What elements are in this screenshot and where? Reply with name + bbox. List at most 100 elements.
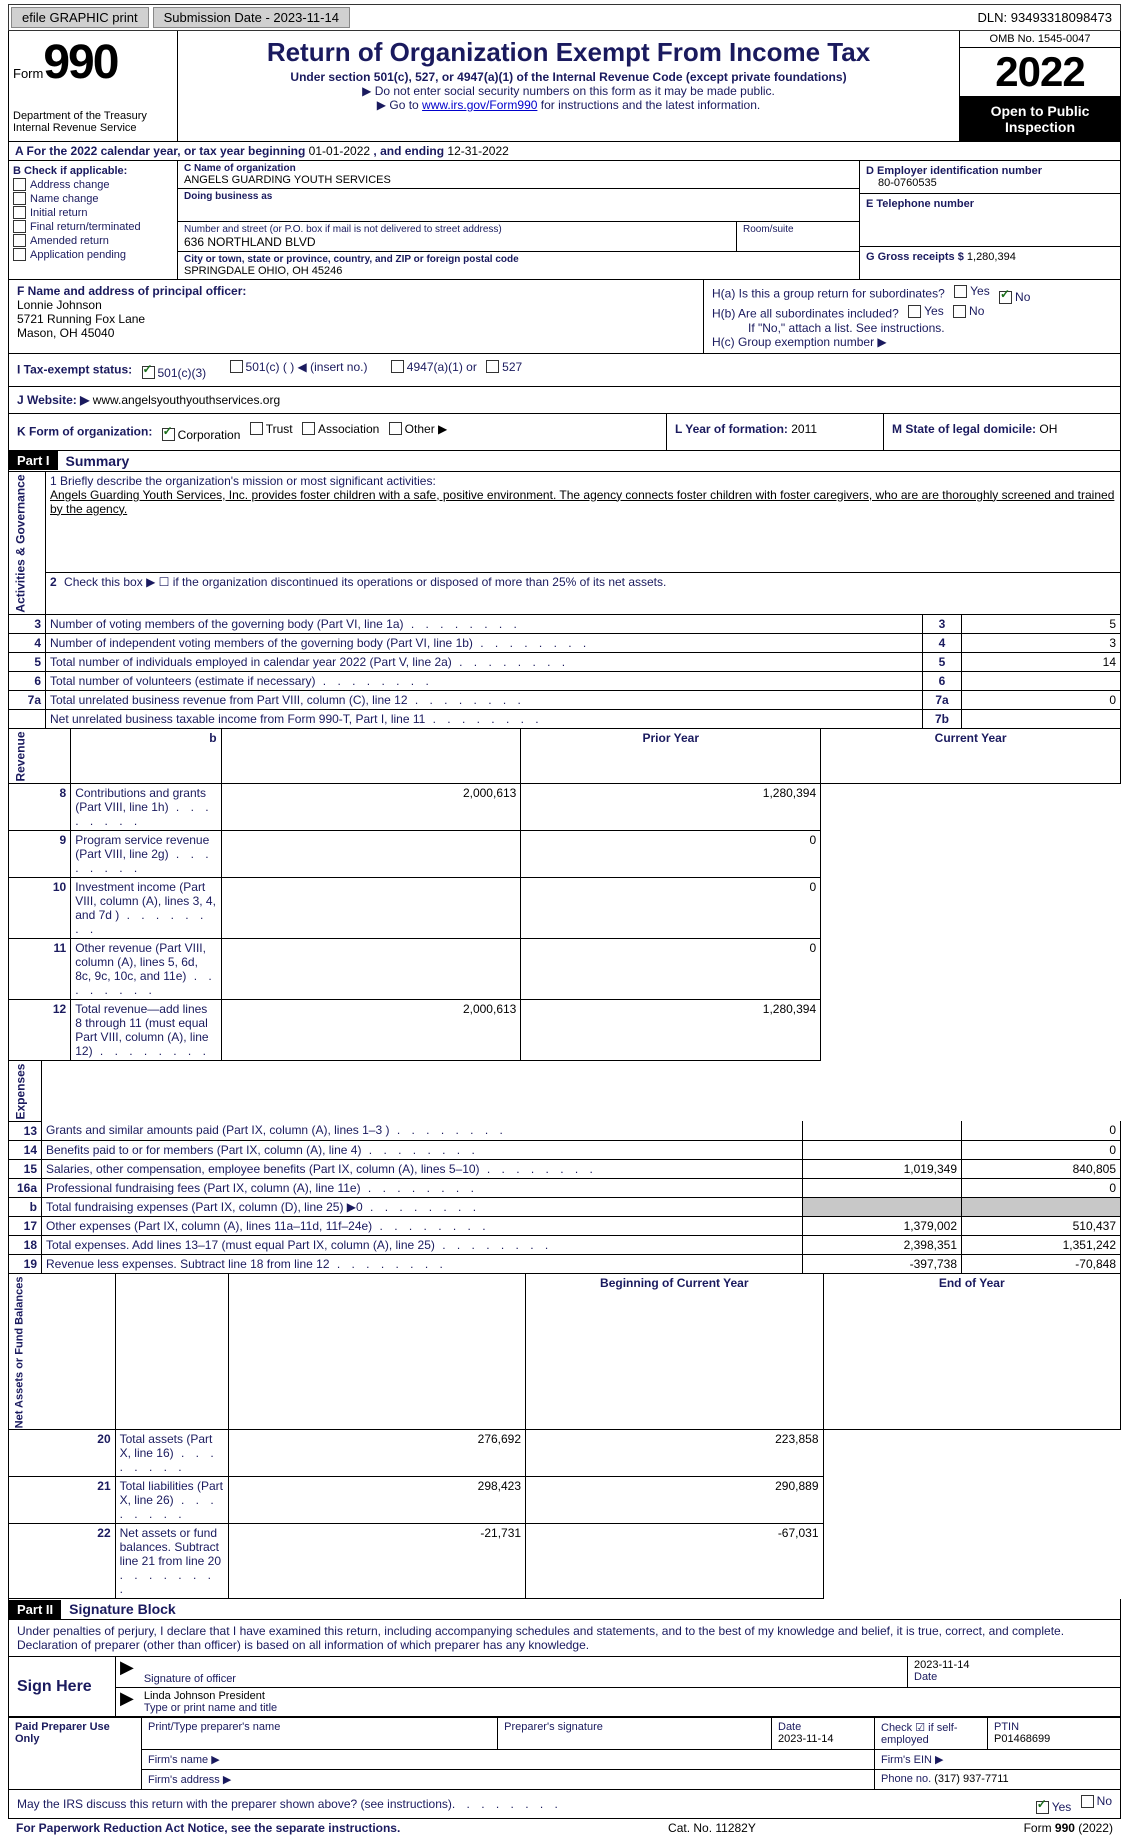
line2-text: Check this box ▶ ☐ if the organization d… xyxy=(64,575,666,589)
cat-number: Cat. No. 11282Y xyxy=(668,1821,756,1835)
phone-value: (317) 937-7711 xyxy=(934,1773,1008,1785)
chk-hb-no[interactable] xyxy=(953,305,966,318)
officer-name: Lonnie Johnson xyxy=(17,298,695,312)
phone-label: Phone no. xyxy=(881,1773,934,1785)
prep-selfemp-label: Check ☑ if self-employed xyxy=(875,1718,988,1750)
h-a-label: H(a) Is this a group return for subordin… xyxy=(712,287,945,301)
form-number: 990 xyxy=(43,36,117,89)
chk-ha-yes[interactable] xyxy=(954,285,967,298)
org-name: ANGELS GUARDING YOUTH SERVICES xyxy=(184,174,853,186)
dept-label: Department of the Treasury Internal Reve… xyxy=(13,110,173,134)
ptin-label: PTIN xyxy=(994,1721,1019,1733)
efile-print-button[interactable]: efile GRAPHIC print xyxy=(11,7,149,28)
gross-receipts: 1,280,394 xyxy=(967,251,1016,263)
lbl-name-change: Name change xyxy=(30,193,99,205)
lbl-address-change: Address change xyxy=(30,179,110,191)
officer-label: F Name and address of principal officer: xyxy=(17,284,695,298)
chk-app-pending[interactable] xyxy=(13,248,26,261)
lbl-amended-return: Amended return xyxy=(30,235,109,247)
chk-initial-return[interactable] xyxy=(13,206,26,219)
dln-label: DLN: 93493318098473 xyxy=(978,10,1120,25)
lbl-initial-return: Initial return xyxy=(30,207,87,219)
open-inspection-label: Open to Public Inspection xyxy=(960,97,1120,141)
dba-label: Doing business as xyxy=(184,191,853,202)
lbl-trust: Trust xyxy=(266,422,293,436)
mission-text: Angels Guarding Youth Services, Inc. pro… xyxy=(50,488,1116,516)
website-value: www.angelsyouthyouthservices.org xyxy=(93,393,280,407)
chk-corp[interactable] xyxy=(162,428,175,441)
tax-year: 2022 xyxy=(960,48,1120,97)
room-label: Room/suite xyxy=(743,224,853,235)
column-c-org-info: C Name of organization ANGELS GUARDING Y… xyxy=(178,161,859,279)
chk-501c3[interactable] xyxy=(142,366,155,379)
chk-hb-yes[interactable] xyxy=(908,305,921,318)
arrow-icon: ▶ xyxy=(116,1657,138,1687)
year-formation: 2011 xyxy=(791,422,817,436)
signature-intro: Under penalties of perjury, I declare th… xyxy=(9,1620,1120,1656)
firm-addr-label: Firm's address ▶ xyxy=(142,1770,875,1790)
lbl-assoc: Association xyxy=(318,422,379,436)
header-line1: ▶ Do not enter social security numbers o… xyxy=(186,84,951,98)
rowA-begin: 01-01-2022 xyxy=(309,144,370,158)
chk-discuss-no[interactable] xyxy=(1081,1795,1094,1808)
lbl-app-pending: Application pending xyxy=(30,249,126,261)
chk-527[interactable] xyxy=(486,360,499,373)
addr-label: Number and street (or P.O. box if mail i… xyxy=(184,224,730,235)
chk-501c[interactable] xyxy=(230,360,243,373)
row-a-calendar-year: A For the 2022 calendar year, or tax yea… xyxy=(8,142,1121,161)
part2-title: Signature Block xyxy=(61,1599,184,1619)
col-current-year: Current Year xyxy=(821,729,1121,784)
state-domicile-label: M State of legal domicile: xyxy=(892,422,1039,436)
col-end-year: End of Year xyxy=(823,1274,1120,1430)
org-city: SPRINGDALE OHIO, OH 45246 xyxy=(184,265,853,277)
lbl-yes: Yes xyxy=(970,284,990,298)
col-h-group: H(a) Is this a group return for subordin… xyxy=(703,280,1120,353)
chk-ha-no[interactable] xyxy=(999,291,1012,304)
website-label: J Website: ▶ xyxy=(17,393,89,407)
org-address: 636 NORTHLAND BLVD xyxy=(184,235,730,249)
part1-header: Part I xyxy=(9,451,58,470)
prep-date: 2023-11-14 xyxy=(778,1733,833,1745)
lbl-501c: 501(c) ( ) ◀ (insert no.) xyxy=(246,360,368,374)
vtab-governance: Activities & Governance xyxy=(9,472,46,615)
ein-value: 80-0760535 xyxy=(866,177,1114,189)
org-name-label: C Name of organization xyxy=(184,163,853,174)
chk-other[interactable] xyxy=(389,422,402,435)
paid-preparer-label: Paid Preparer Use Only xyxy=(9,1718,142,1790)
topbar: efile GRAPHIC print Submission Date - 20… xyxy=(8,4,1121,31)
chk-assoc[interactable] xyxy=(302,422,315,435)
col-begin-year: Beginning of Current Year xyxy=(526,1274,823,1430)
sig-name: Linda Johnson President xyxy=(144,1690,1114,1702)
ptin-value: P01468699 xyxy=(994,1733,1050,1745)
vtab-revenue: Revenue xyxy=(9,729,71,784)
form-title: Return of Organization Exempt From Incom… xyxy=(186,37,951,68)
mission-label: 1 Briefly describe the organization's mi… xyxy=(50,474,1116,488)
vtab-expenses: Expenses xyxy=(9,1061,42,1122)
chk-address-change[interactable] xyxy=(13,178,26,191)
form-org-label: K Form of organization: xyxy=(17,424,152,438)
lbl-no2: No xyxy=(969,304,984,318)
irs-discuss-label: May the IRS discuss this return with the… xyxy=(17,1797,452,1811)
irs-link[interactable]: www.irs.gov/Form990 xyxy=(422,98,537,112)
sig-date: 2023-11-14 xyxy=(914,1659,1114,1671)
officer-addr1: 5721 Running Fox Lane xyxy=(17,312,695,326)
col-prior-year: Prior Year xyxy=(521,729,821,784)
form-header: Form990 Department of the Treasury Inter… xyxy=(8,31,1121,142)
header-line2-post: for instructions and the latest informat… xyxy=(537,98,760,112)
h-note: If "No," attach a list. See instructions… xyxy=(712,321,1112,335)
submission-date-button[interactable]: Submission Date - 2023-11-14 xyxy=(153,7,350,28)
part1-title: Summary xyxy=(58,451,138,471)
sig-officer-label: Signature of officer xyxy=(144,1673,901,1685)
tax-exempt-label: I Tax-exempt status: xyxy=(17,362,132,376)
prep-date-label: Date xyxy=(778,1721,801,1733)
chk-name-change[interactable] xyxy=(13,192,26,205)
chk-trust[interactable] xyxy=(250,422,263,435)
lbl-discuss-yes: Yes xyxy=(1052,1800,1072,1814)
chk-final-return[interactable] xyxy=(13,220,26,233)
lbl-no: No xyxy=(1015,290,1030,304)
col-f-officer: F Name and address of principal officer:… xyxy=(9,280,703,353)
rowA-mid: , and ending xyxy=(370,144,447,158)
chk-discuss-yes[interactable] xyxy=(1036,1801,1049,1814)
chk-amended-return[interactable] xyxy=(13,234,26,247)
chk-4947[interactable] xyxy=(391,360,404,373)
